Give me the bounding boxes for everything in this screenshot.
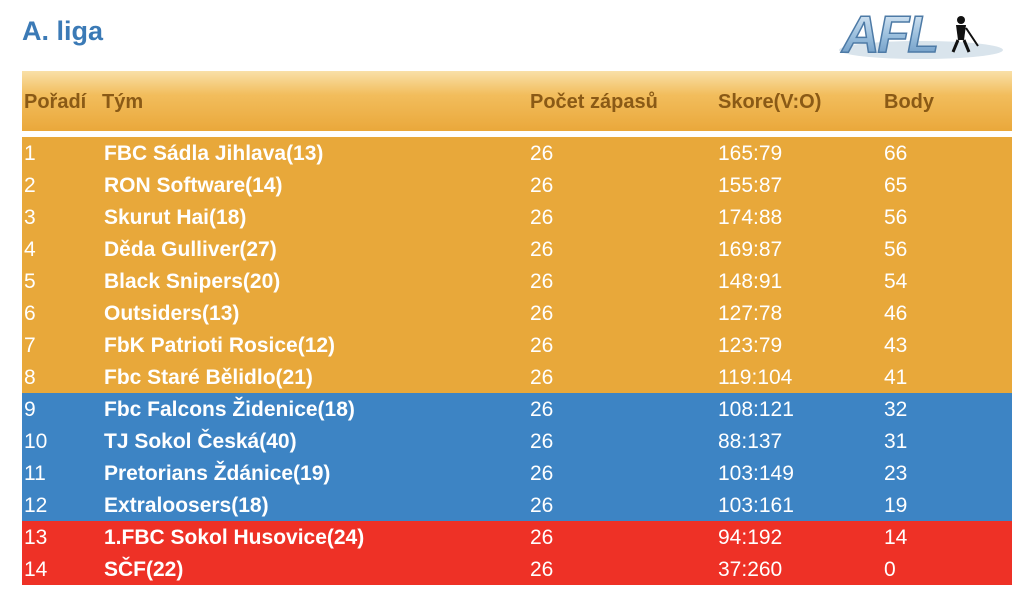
row-rank: 13 [24,526,48,549]
row-team-name: Extraloosers(18) [104,494,269,517]
row-team-name: Děda Gulliver(27) [104,238,277,261]
row-score: 37:260 [718,558,783,581]
row-score: 148:91 [718,270,783,293]
row-games: 26 [530,142,554,165]
row-score: 127:78 [718,302,783,325]
row-rank: 3 [24,206,36,229]
row-points: 32 [884,398,908,421]
row-score: 123:79 [718,334,783,357]
row-rank: 14 [24,558,48,581]
row-rank: 12 [24,494,48,517]
table-row: 2 RON Software(14) 26 155:87 65 [22,169,1012,201]
svg-text:AFL: AFL [840,6,937,60]
row-score: 94:192 [718,526,783,549]
row-team-name: 1.FBC Sokol Husovice(24) [104,526,365,549]
row-games: 26 [530,206,554,229]
row-score: 88:137 [718,430,783,453]
row-team-name: Outsiders(13) [104,302,240,325]
header-points: Body [884,91,934,113]
row-score: 174:88 [718,206,783,229]
row-points: 66 [884,142,908,165]
row-score: 103:149 [718,462,794,485]
row-rank: 9 [24,398,36,421]
row-games: 26 [530,558,554,581]
row-points: 56 [884,238,908,261]
row-rank: 4 [24,238,36,261]
row-team-name: Fbc Falcons Židenice(18) [104,398,355,421]
page-title: A. liga [22,16,104,46]
row-games: 26 [530,334,554,357]
header-divider [22,131,1012,137]
header-rank: Pořadí [24,91,87,113]
row-rank: 10 [24,430,48,453]
table-body: 1 FBC Sádla Jihlava(13) 26 165:79 66 2 RON Sof… [22,137,1012,585]
row-score: 155:87 [718,174,783,197]
table-row: 6 Outsiders(13) 26 127:78 46 [22,297,1012,329]
row-team-name: FbK Patrioti Rosice(12) [104,334,336,357]
row-team-name: TJ Sokol Česká(40) [104,430,297,453]
row-score: 169:87 [718,238,783,261]
row-score: 103:161 [718,494,794,517]
table-row: 10 TJ Sokol Česká(40) 26 88:137 31 [22,425,1012,457]
row-games: 26 [530,366,554,389]
row-team-name: RON Software(14) [104,174,283,197]
row-rank: 7 [24,334,36,357]
row-team-name: FBC Sádla Jihlava(13) [104,142,324,165]
row-team-name: Pretorians Ždánice(19) [104,462,331,485]
row-games: 26 [530,238,554,261]
row-team-name: SČF(22) [104,558,184,581]
row-points: 65 [884,174,908,197]
league-standings-table: Pořadí Tým Počet zápasů Skore(V:O) Body … [22,71,1012,585]
row-points: 41 [884,366,908,389]
row-rank: 6 [24,302,36,325]
table-row: 4 Děda Gulliver(27) 26 169:87 56 [22,233,1012,265]
row-rank: 8 [24,366,36,389]
row-games: 26 [530,430,554,453]
header-score: Skore(V:O) [718,91,822,113]
row-games: 26 [530,270,554,293]
row-games: 26 [530,462,554,485]
row-rank: 11 [24,462,46,485]
row-games: 26 [530,526,554,549]
row-points: 31 [884,430,908,453]
row-score: 165:79 [718,142,783,165]
row-points: 19 [884,494,908,517]
table-row: 3 Skurut Hai(18) 26 174:88 56 [22,201,1012,233]
table-row: 8 Fbc Staré Bělidlo(21) 26 119:104 41 [22,361,1012,393]
row-rank: 2 [24,174,36,197]
afl-logo-icon: AFL [839,6,1003,60]
row-points: 43 [884,334,908,357]
row-games: 26 [530,494,554,517]
header-team: Tým [102,91,144,113]
row-games: 26 [530,302,554,325]
header-games: Počet zápasů [530,91,658,113]
row-score: 108:121 [718,398,794,421]
table-row: 7 FbK Patrioti Rosice(12) 26 123:79 43 [22,329,1012,361]
table-row: 13 1.FBC Sokol Husovice(24) 26 94:192 14 [22,521,1012,553]
table-row: 12 Extraloosers(18) 26 103:161 19 [22,489,1012,521]
table-row: 14 SČF(22) 26 37:260 0 [22,553,1012,585]
row-games: 26 [530,398,554,421]
row-rank: 1 [24,142,36,165]
row-rank: 5 [24,270,36,293]
table-row: 5 Black Snipers(20) 26 148:91 54 [22,265,1012,297]
table-row: 1 FBC Sádla Jihlava(13) 26 165:79 66 [22,137,1012,169]
row-points: 23 [884,462,908,485]
row-games: 26 [530,174,554,197]
row-points: 56 [884,206,908,229]
row-team-name: Skurut Hai(18) [104,206,247,229]
row-score: 119:104 [718,366,793,389]
row-points: 54 [884,270,908,293]
row-points: 0 [884,558,896,581]
table-row: 9 Fbc Falcons Židenice(18) 26 108:121 32 [22,393,1012,425]
table-header: Pořadí Tým Počet zápasů Skore(V:O) Body [22,71,1012,131]
row-points: 46 [884,302,908,325]
table-row: 11 Pretorians Ždánice(19) 26 103:149 23 [22,457,1012,489]
row-points: 14 [884,526,908,549]
row-team-name: Black Snipers(20) [104,270,281,293]
row-team-name: Fbc Staré Bělidlo(21) [104,366,313,389]
